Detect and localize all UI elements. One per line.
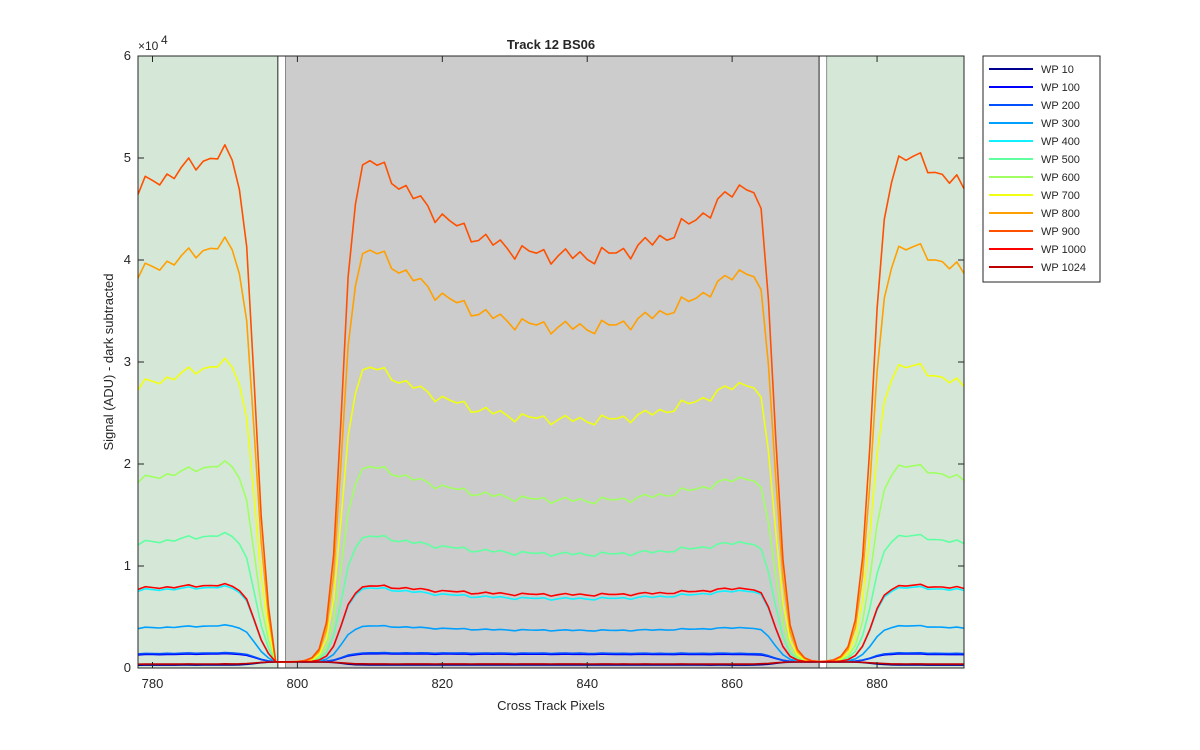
legend-label-4: WP 400 <box>1041 136 1080 148</box>
axis-ticks: 780 800 820 840 860 880 0 1 2 3 4 5 6 <box>124 48 964 691</box>
x-tick-label-0: 780 <box>142 676 164 691</box>
y-tick-label-6: 6 <box>124 48 131 63</box>
x-tick-label-4: 860 <box>721 676 743 691</box>
y-exponent: ×10 4 <box>138 33 168 53</box>
y-tick-label-2: 2 <box>124 456 131 471</box>
legend-label-3: WP 300 <box>1041 118 1080 130</box>
region-slit-1 <box>277 55 287 669</box>
legend-box <box>982 55 1101 283</box>
legend-label-1: WP 100 <box>1041 82 1080 94</box>
y-tick-label-1: 1 <box>124 558 131 573</box>
region-slit-3 <box>818 55 828 669</box>
legend-label-2: WP 200 <box>1041 100 1080 112</box>
y-tick-label-0: 0 <box>124 660 131 675</box>
legend-label-9: WP 900 <box>1041 226 1080 238</box>
legend-label-0: WP 10 <box>1041 64 1074 76</box>
legend: WP 10 WP 100 WP 200 WP 300 WP 400 WP 500 WP 60… <box>982 55 1101 283</box>
background-regions <box>138 55 964 669</box>
series-line-11 <box>137 661 965 665</box>
x-tick-label-3: 840 <box>576 676 598 691</box>
legend-label-7: WP 700 <box>1041 190 1080 202</box>
region-shadowed-2 <box>285 56 820 668</box>
x-axis-label: Cross Track Pixels <box>497 698 605 713</box>
region-active-4 <box>827 56 964 668</box>
x-tick-label-5: 880 <box>866 676 888 691</box>
chart-title: Track 12 BS06 <box>507 37 595 52</box>
x-tick-label-2: 820 <box>431 676 453 691</box>
legend-label-10: WP 1000 <box>1041 244 1086 256</box>
region-active-0 <box>138 56 278 668</box>
legend-label-5: WP 500 <box>1041 154 1080 166</box>
y-tick-label-4: 4 <box>124 252 131 267</box>
series-lines <box>137 144 965 666</box>
y-exponent-power: 4 <box>161 33 168 47</box>
legend-label-6: WP 600 <box>1041 172 1080 184</box>
y-tick-label-5: 5 <box>124 150 131 165</box>
y-tick-label-3: 3 <box>124 354 131 369</box>
legend-label-11: WP 1024 <box>1041 262 1086 274</box>
y-exponent-base: ×10 <box>138 39 159 53</box>
x-tick-label-1: 800 <box>287 676 309 691</box>
y-axis-label: Signal (ADU) - dark subtracted <box>101 273 116 450</box>
legend-label-8: WP 800 <box>1041 208 1080 220</box>
